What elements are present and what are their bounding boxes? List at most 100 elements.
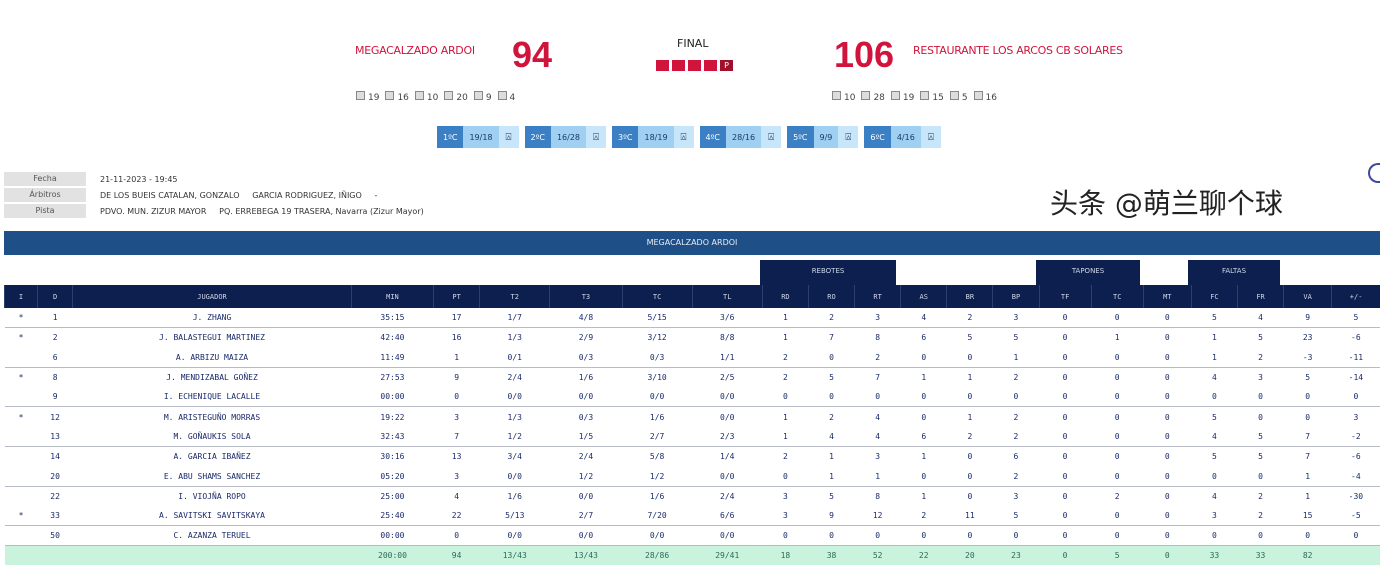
game-status: FINAL (677, 37, 709, 50)
side-menu-icon[interactable] (1368, 163, 1380, 183)
cell: 22 (37, 485, 73, 506)
stat-value: 19 (902, 93, 915, 103)
column-header[interactable]: MT (1142, 285, 1192, 308)
column-header[interactable]: AS (900, 285, 947, 308)
cell: 0/3 (649, 352, 665, 362)
cell: 0 (1039, 446, 1092, 467)
column-header[interactable]: FR (1236, 285, 1284, 308)
player-name[interactable]: A. ARBIZU MAIZA (175, 352, 249, 362)
total-cell: 18 (762, 545, 809, 566)
total-cell: 0 (1039, 545, 1092, 566)
column-header[interactable]: TC (1090, 285, 1144, 308)
cell: 7 (808, 327, 855, 348)
column-header[interactable]: JUGADOR (72, 285, 352, 308)
stat-icon (920, 91, 930, 100)
cell: 3/6 (720, 313, 735, 323)
column-header[interactable]: FC (1190, 285, 1238, 308)
column-header[interactable]: RO (807, 285, 855, 308)
total-cell: 82 (1283, 545, 1332, 566)
stat-value: 20 (456, 93, 468, 103)
cell: 1 (454, 352, 460, 362)
quarter-tab[interactable]: 5ºC 9/9 ⍓ (787, 126, 859, 148)
player-name[interactable]: J. BALASTEGUI MARTINEZ (72, 327, 352, 348)
column-header[interactable]: I (3, 285, 38, 308)
player-name[interactable]: C. AZANZA TERUEL (72, 525, 352, 546)
stat-value: 16 (985, 93, 997, 103)
player-name[interactable]: I. ECHENIQUE LACALLE (163, 392, 261, 402)
total-cell: 52 (854, 545, 901, 566)
column-header[interactable]: BR (946, 285, 993, 308)
total-cell: 23 (992, 545, 1040, 566)
stat-item: 19 (890, 91, 915, 103)
player-name[interactable]: A. GARCIA IBAÑEZ (72, 446, 352, 467)
total-cell: 20 (946, 545, 993, 566)
column-header[interactable]: T3 (549, 285, 623, 308)
stat-item: 16 (973, 91, 997, 103)
player-name[interactable]: I. VIOJÑA ROPO (72, 485, 352, 506)
cell: 1/7 (507, 313, 522, 323)
column-header[interactable]: RD (761, 285, 809, 308)
cell: 0 (992, 525, 1040, 546)
total-cell: 5 (1091, 545, 1144, 566)
quarter-detail-icon[interactable]: ⍓ (673, 126, 694, 148)
quarter-tab[interactable]: 1ºC 19/18 ⍓ (437, 126, 519, 148)
cell: 5 (808, 366, 855, 388)
column-header[interactable]: BP (992, 285, 1040, 308)
cell: 0/3 (549, 406, 623, 427)
watermark: 头条 @萌兰聊个球 (1050, 187, 1283, 220)
cell: 0 (1114, 511, 1120, 521)
cell: 8 (854, 485, 901, 506)
cell: 4 (854, 406, 901, 427)
column-header[interactable]: VA (1283, 285, 1332, 308)
cell: 00:00 (380, 392, 405, 402)
column-header[interactable]: PT (433, 285, 480, 308)
table-row: * 8 J. MENDIZABAL GOÑEZ 27:53 9 2/4 1/6 3/10 2/5… (4, 366, 1380, 388)
quarter-detail-icon[interactable]: ⍓ (586, 126, 607, 148)
quarter-tab[interactable]: 4ºC 28/16 ⍓ (699, 126, 782, 148)
cell: 0 (1114, 352, 1120, 362)
player-name[interactable]: E. ABU SHAMS SANCHEZ (163, 471, 261, 481)
cell: 0 (1039, 525, 1092, 546)
player-name[interactable]: M. GOÑAUKIS SOLA (173, 431, 251, 441)
cell: 2 (875, 352, 881, 362)
total-cell: 13/43 (549, 545, 623, 566)
quarter-tab[interactable]: 2ºC 16/28 ⍓ (524, 126, 607, 148)
cell: 2 (1258, 511, 1263, 521)
quarter-detail-icon[interactable]: ⍓ (761, 126, 782, 148)
cell: * (18, 313, 24, 323)
player-name[interactable]: J. ZHANG (192, 313, 232, 323)
cell: 2 (829, 313, 834, 323)
cell: 0 (1305, 392, 1311, 402)
column-header[interactable]: RT (854, 285, 901, 308)
period-indicators: P (656, 60, 733, 71)
column-header[interactable]: TL (691, 285, 763, 308)
column-header[interactable]: TF (1038, 285, 1092, 308)
cell: 0 (1143, 446, 1192, 467)
quarter-detail-icon[interactable]: ⍓ (838, 126, 859, 148)
cell: 0 (1114, 471, 1120, 481)
cell: 9 (829, 511, 834, 521)
cell: 9 (433, 366, 480, 388)
cell: 11:49 (380, 352, 405, 362)
cell: 5 (1212, 313, 1217, 323)
quarter-detail-icon[interactable]: ⍓ (498, 126, 519, 148)
cell: 7 (1283, 446, 1332, 467)
cell: 2 (1013, 471, 1019, 481)
player-name[interactable]: J. MENDIZABAL GOÑEZ (72, 366, 352, 388)
quarter-tab[interactable]: 6ºC 4/16 ⍓ (864, 126, 941, 148)
stat-item: 16 (385, 91, 409, 103)
cell: -5 (1351, 511, 1361, 521)
player-name[interactable]: M. ARISTEGUÑO MORRAS (72, 406, 352, 427)
column-header[interactable]: D (37, 285, 73, 308)
quarter-detail-icon[interactable]: ⍓ (920, 126, 941, 148)
period-box (688, 60, 701, 71)
column-header[interactable]: TC (621, 285, 693, 308)
cell: 0 (921, 352, 927, 362)
column-header[interactable]: +/- (1331, 285, 1380, 308)
column-header[interactable]: MIN (350, 285, 434, 308)
player-name[interactable]: A. SAVITSKI SAVITSKAYA (159, 511, 265, 521)
quarter-tab[interactable]: 3ºC 18/19 ⍓ (612, 126, 694, 148)
cell: -11 (1348, 352, 1364, 362)
column-header[interactable]: T2 (479, 285, 550, 308)
cell: 2/7 (578, 511, 594, 521)
